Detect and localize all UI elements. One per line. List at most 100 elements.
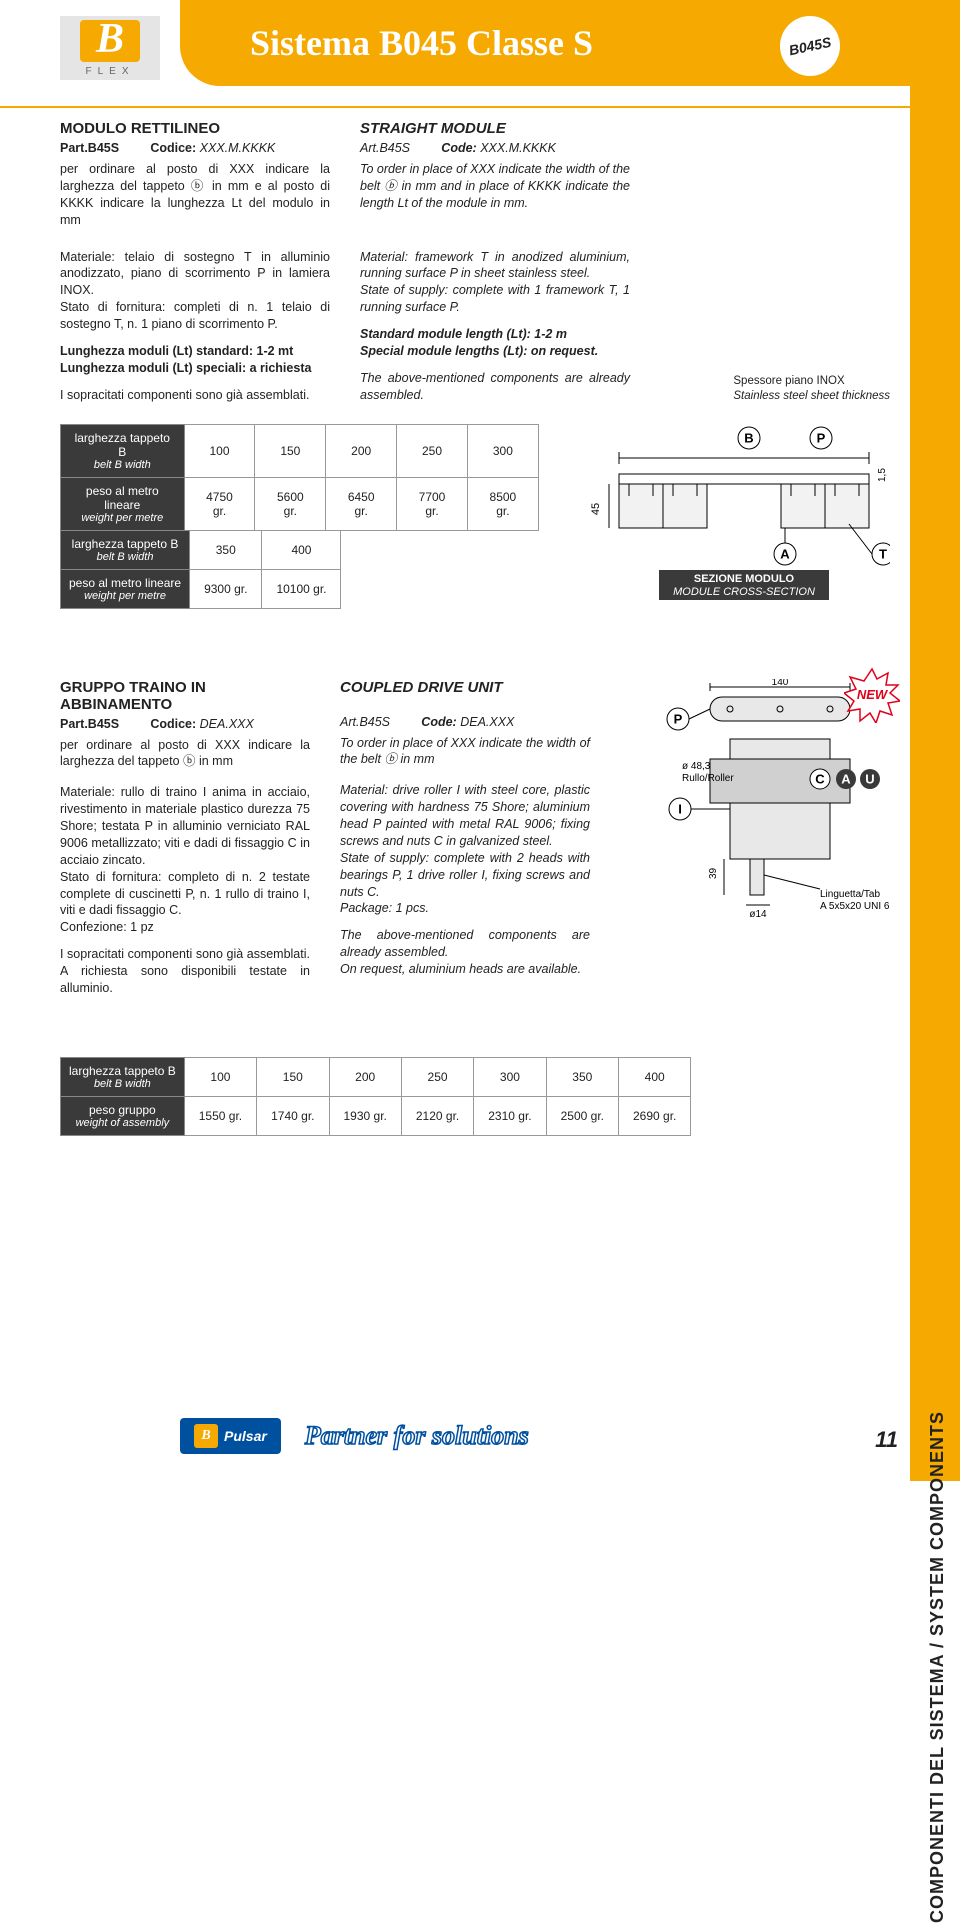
module-order-en: To order in place of XXX indicate the wi… <box>360 161 630 212</box>
drive-asm-en: The above-mentioned components are alrea… <box>340 927 590 978</box>
drive-codeline-it: Part.B45S Codice: DEA.XXX <box>60 717 310 731</box>
drive-order-it: per ordinare al posto di XXX indicare la… <box>60 737 310 771</box>
sidebar-title: COMPONENTI DEL SISTEMA / SYSTEM COMPONEN… <box>927 1411 948 1923</box>
t1-c: 200 <box>326 424 397 477</box>
t2-c: 200 <box>329 1057 401 1096</box>
t1-hdr-weight: peso al metro lineareweight per metre <box>61 477 185 530</box>
cross-section-diagram: B P <box>569 424 890 604</box>
drive-codeline-en: Art.B45S Code: DEA.XXX <box>340 715 590 729</box>
drive-part-it: Part.B45S <box>60 717 119 731</box>
t1b-hdr-weight: peso al metro lineareweight per metre <box>61 569 190 608</box>
drive-asm-it: I sopracitati componenti sono già assemb… <box>60 946 310 997</box>
drive-diagram-box: NEW 140 40 P <box>620 679 890 997</box>
drive-title-it: GRUPPO TRAINO IN ABBINAMENTO <box>60 679 310 713</box>
dim-140: 140 <box>772 679 789 688</box>
codice-value-it: XXX.M.KKKK <box>200 141 276 155</box>
dim-15: 1,5 <box>877 467 888 481</box>
thickness-it: Spessore piano INOX <box>733 374 890 389</box>
footer-b-icon: B <box>194 1424 218 1448</box>
footer: B Pulsar Partner for solutions <box>180 1413 890 1459</box>
main-content: MODULO RETTILINEO Part.B45S Codice: XXX.… <box>60 120 890 1136</box>
sidebar-stripe: COMPONENTI DEL SISTEMA / SYSTEM COMPONEN… <box>910 0 960 1481</box>
t2-c: 400 <box>619 1057 691 1096</box>
page-title: Sistema B045 Classe S <box>250 22 593 64</box>
t1-c: 150 <box>255 424 326 477</box>
cross-label-en: MODULE CROSS-SECTION <box>673 586 815 598</box>
svg-text:P: P <box>674 711 683 726</box>
drive-codice-label-it: Codice: <box>150 717 196 731</box>
module-codeline-it: Part.B45S Codice: XXX.M.KKKK <box>60 141 330 155</box>
module-material-row: Materiale: telaio di sostegno T in allum… <box>60 249 890 404</box>
t1-c: 8500 gr. <box>467 477 538 530</box>
t1-c: 10100 gr. <box>262 569 341 608</box>
module-title-en: STRAIGHT MODULE <box>360 120 630 137</box>
part-label-en: Art.B45S <box>360 141 410 155</box>
module-it-col: MODULO RETTILINEO Part.B45S Codice: XXX.… <box>60 120 330 229</box>
t2-c: 150 <box>257 1057 329 1096</box>
material-it-col: Materiale: telaio di sostegno T in allum… <box>60 249 330 404</box>
drive-code-en: DEA.XXX <box>460 715 514 729</box>
t1-c: 9300 gr. <box>190 569 262 608</box>
svg-text:I: I <box>678 801 682 816</box>
length-it: Lunghezza moduli (Lt) standard: 1-2 mt L… <box>60 343 330 377</box>
brand-logo: B FLEX <box>60 16 160 80</box>
drive-part-en: Art.B45S <box>340 715 390 729</box>
drive-body-en: Material: drive roller I with steel core… <box>340 782 590 917</box>
cross-label-it: SEZIONE MODULO <box>694 573 795 585</box>
code-value-en: XXX.M.KKKK <box>480 141 556 155</box>
assembled-it: I sopracitati componenti sono già assemb… <box>60 387 330 404</box>
spacer <box>660 120 890 229</box>
codice-label-it: Codice: <box>150 141 196 155</box>
top-rule <box>0 106 960 108</box>
t2-c: 2310 gr. <box>474 1096 546 1135</box>
t1-c: 400 <box>262 530 341 569</box>
svg-text:A: A <box>841 771 851 786</box>
t2-hdr-width: larghezza tappeto Bbelt B width <box>61 1057 185 1096</box>
brand-subtext: FLEX <box>85 66 134 77</box>
dim-o14: ø14 <box>749 909 767 920</box>
svg-text:B: B <box>744 430 753 445</box>
drive-codice-it: DEA.XXX <box>200 717 254 731</box>
thickness-en: Stainless steel sheet thickness <box>733 389 890 404</box>
svg-text:C: C <box>815 771 825 786</box>
t2-hdr-weight: peso gruppoweight of assembly <box>61 1096 185 1135</box>
t2-c: 1550 gr. <box>184 1096 256 1135</box>
module-table-diagram-row: larghezza tappeto Bbelt B width 100 150 … <box>60 424 890 609</box>
page-number: 11 <box>875 1427 898 1453</box>
drive-section: GRUPPO TRAINO IN ABBINAMENTO Part.B45S C… <box>60 679 890 1136</box>
thickness-caption-box: Spessore piano INOX Stainless steel shee… <box>660 249 890 404</box>
module-title-it: MODULO RETTILINEO <box>60 120 330 137</box>
module-order-it: per ordinare al posto di XXX indicare la… <box>60 161 330 229</box>
t1-c: 100 <box>184 424 255 477</box>
footer-brand-text: Pulsar <box>224 1428 267 1444</box>
t2-c: 250 <box>401 1057 473 1096</box>
t1-c: 5600 gr. <box>255 477 326 530</box>
dim-o48: ø 48,3 <box>682 761 711 772</box>
t1-c: 250 <box>397 424 468 477</box>
footer-brand: B Pulsar <box>180 1418 281 1454</box>
code-label-en: Code: <box>441 141 476 155</box>
drive-table: larghezza tappeto Bbelt B width 100 150 … <box>60 1057 691 1136</box>
material-it: Materiale: telaio di sostegno T in allum… <box>60 249 330 333</box>
t2-c: 300 <box>474 1057 546 1096</box>
module-tables: larghezza tappeto Bbelt B width 100 150 … <box>60 424 539 609</box>
brand-b-icon: B <box>80 20 140 62</box>
assembled-en: The above-mentioned components are alrea… <box>360 370 630 404</box>
new-label: NEW <box>857 687 889 702</box>
dim-39: 39 <box>708 867 719 879</box>
svg-text:P: P <box>816 430 825 445</box>
part-label-it: Part.B45S <box>60 141 119 155</box>
module-header-row: MODULO RETTILINEO Part.B45S Codice: XXX.… <box>60 120 890 229</box>
drive-code-label-en: Code: <box>421 715 456 729</box>
drive-en-col: COUPLED DRIVE UNIT Art.B45S Code: DEA.XX… <box>340 679 590 997</box>
t2-c: 2500 gr. <box>546 1096 618 1135</box>
masthead: Sistema B045 Classe S B045S <box>180 0 910 86</box>
t1-c: 6450 gr. <box>326 477 397 530</box>
module-codeline-en: Art.B45S Code: XXX.M.KKKK <box>360 141 630 155</box>
drive-title-en: COUPLED DRIVE UNIT <box>340 679 590 696</box>
t1b-hdr-width: larghezza tappeto Bbelt B width <box>61 530 190 569</box>
t2-c: 1740 gr. <box>257 1096 329 1135</box>
material-en: Material: framework T in anodized alumin… <box>360 249 630 317</box>
rullo-label: Rullo/Roller <box>682 773 734 784</box>
length-en: Standard module length (Lt): 1-2 m Speci… <box>360 326 630 360</box>
